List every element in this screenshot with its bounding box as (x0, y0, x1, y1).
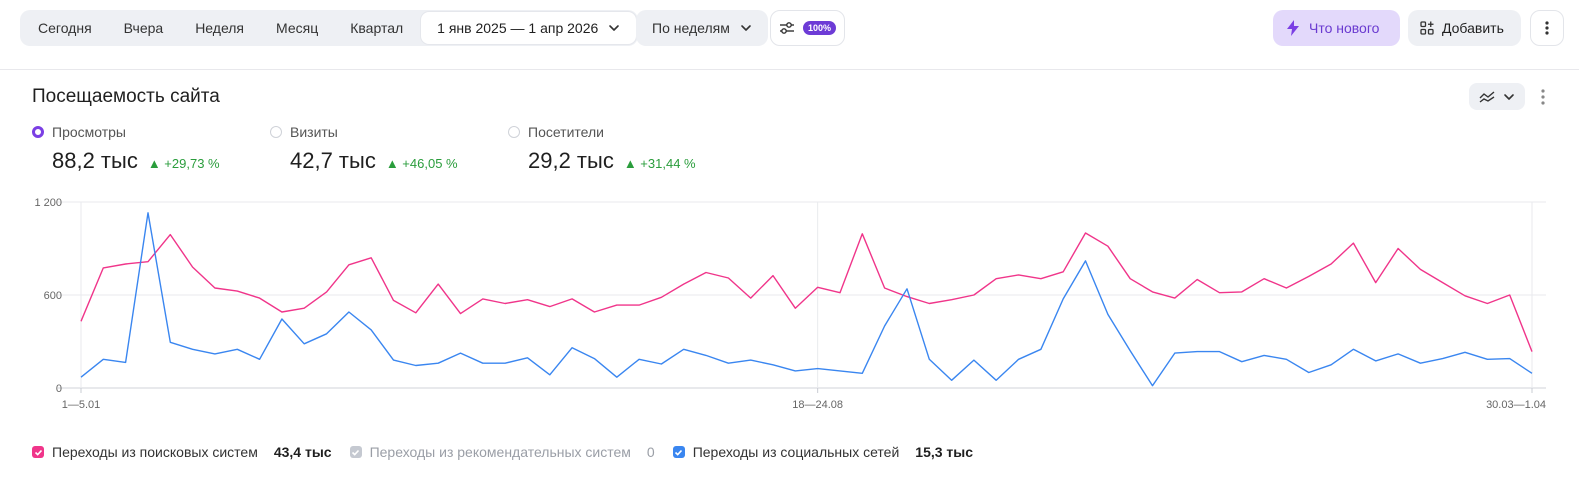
chevron-down-icon (741, 25, 751, 31)
date-range-button[interactable]: 1 янв 2025 — 1 апр 2026 (421, 12, 637, 44)
legend-item-search[interactable]: Переходы из поисковых систем 43,4 тыс (32, 444, 332, 460)
chevron-down-icon (609, 25, 620, 31)
checkbox-checked-icon[interactable] (32, 446, 44, 458)
checkbox-checked-icon[interactable] (349, 446, 362, 458)
metric-value: 42,7 тыс (290, 148, 376, 173)
period-selector: Сегодня Вчера Неделя Месяц Квартал 1 янв… (20, 10, 639, 46)
metric-label: Визиты (290, 124, 338, 140)
add-label: Добавить (1442, 20, 1504, 36)
sampling-filter-button[interactable]: 100% (770, 10, 845, 46)
more-options-button[interactable] (1530, 10, 1564, 46)
top-toolbar: Сегодня Вчера Неделя Месяц Квартал 1 янв… (0, 0, 1579, 70)
add-widget-icon (1420, 21, 1434, 35)
x-tick-label: 18—24.08 (792, 399, 843, 411)
period-today-button[interactable]: Сегодня (38, 20, 92, 36)
legend-value: 0 (646, 444, 655, 460)
period-quarter-button[interactable]: Квартал (350, 20, 404, 36)
lightning-icon (1287, 20, 1299, 36)
x-tick-label: 30.03—1.04 (1486, 399, 1546, 411)
legend-label: Переходы из социальных сетей (692, 444, 900, 460)
sampling-badge: 100% (802, 21, 837, 35)
more-vertical-icon (1541, 89, 1545, 105)
radio-unselected[interactable] (270, 126, 282, 138)
metric-pageviews[interactable]: Просмотры 88,2 тыс ▲ +29,73 % (32, 124, 220, 174)
metric-delta: ▲ +31,44 % (623, 156, 696, 171)
date-range-label: 1 янв 2025 — 1 апр 2026 (437, 20, 599, 36)
metric-delta: ▲ +29,73 % (147, 156, 220, 171)
legend-label: Переходы из поисковых систем (52, 444, 258, 460)
whats-new-button[interactable]: Что нового (1273, 10, 1400, 46)
add-widget-button[interactable]: Добавить (1408, 10, 1521, 46)
radio-unselected[interactable] (508, 126, 520, 138)
legend-label: Переходы из рекомендательных систем (369, 444, 631, 460)
whats-new-label: Что нового (1309, 20, 1380, 36)
period-yesterday-button[interactable]: Вчера (123, 20, 164, 36)
y-tick-label: 600 (44, 290, 62, 302)
legend-item-social[interactable]: Переходы из социальных сетей 15,3 тыс (672, 444, 974, 460)
metric-label: Просмотры (52, 124, 126, 140)
more-vertical-icon (1545, 21, 1549, 35)
y-tick-label: 1 200 (34, 197, 62, 209)
widget-title: Посещаемость сайта (32, 86, 220, 107)
metric-delta: ▲ +46,05 % (385, 156, 458, 171)
period-month-button[interactable]: Месяц (276, 20, 319, 36)
chart-legend: Переходы из поисковых систем 43,4 тыс Пе… (32, 444, 991, 460)
sliders-icon (779, 22, 794, 34)
checkbox-checked-icon[interactable] (672, 446, 685, 458)
metric-value: 88,2 тыс (52, 148, 138, 173)
metric-label: Посетители (528, 124, 604, 140)
widget-more-button[interactable] (1536, 86, 1550, 108)
y-tick-label: 0 (56, 383, 62, 395)
chevron-down-icon (1504, 93, 1514, 100)
period-week-button[interactable]: Неделя (195, 20, 245, 36)
traffic-line-chart: 0 600 1 200 1—5.01 18—24.08 30.03—1.04 (34, 197, 1546, 411)
legend-value: 43,4 тыс (273, 444, 332, 460)
grouping-dropdown[interactable]: По неделям (636, 10, 768, 46)
series-line-1 (80, 212, 1533, 387)
legend-item-recommendation[interactable]: Переходы из рекомендательных систем 0 (349, 444, 655, 460)
metric-visits[interactable]: Визиты 42,7 тыс ▲ +46,05 % (270, 124, 458, 174)
x-tick-label: 1—5.01 (62, 399, 101, 411)
grouping-label: По неделям (652, 20, 730, 36)
metric-value: 29,2 тыс (528, 148, 614, 173)
radio-selected[interactable] (32, 126, 44, 138)
chart-type-button[interactable] (1469, 83, 1525, 110)
series-line-0 (80, 232, 1533, 352)
legend-value: 15,3 тыс (915, 444, 974, 460)
metric-visitors[interactable]: Посетители 29,2 тыс ▲ +31,44 % (508, 124, 696, 174)
line-chart-icon (1479, 90, 1495, 103)
